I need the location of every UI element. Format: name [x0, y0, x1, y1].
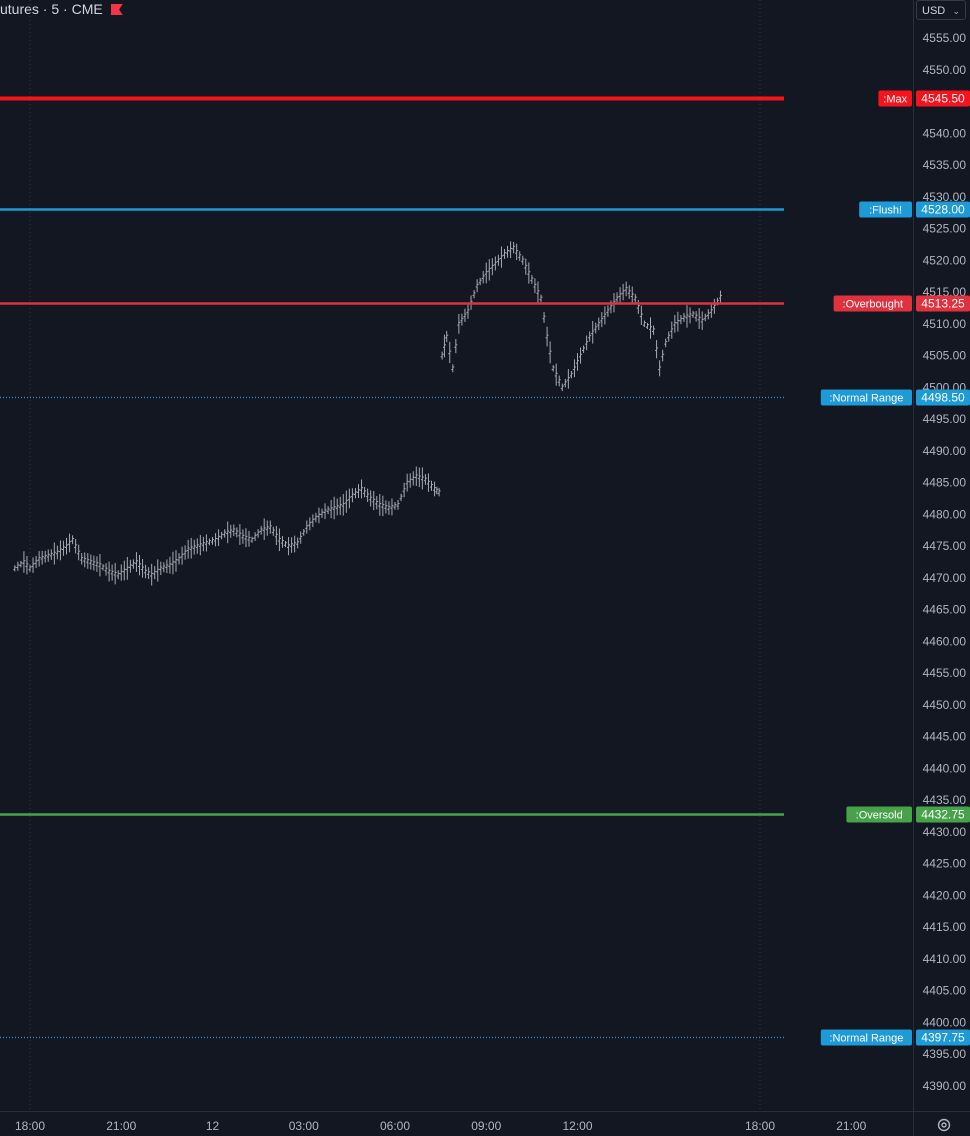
symbol-title-text: utures · 5 · CME	[0, 1, 103, 17]
level-price-label: 4397.75	[921, 1031, 965, 1045]
y-tick-label: 4465.00	[923, 603, 967, 617]
y-tick-label: 4530.00	[923, 190, 967, 204]
level-price-label: 4432.75	[921, 808, 965, 822]
x-tick-label: 18:00	[745, 1119, 775, 1133]
y-tick-label: 4470.00	[923, 571, 967, 585]
y-tick-label: 4425.00	[923, 857, 967, 871]
y-tick-label: 4400.00	[923, 1015, 967, 1029]
y-tick-label: 4455.00	[923, 666, 967, 680]
level-name-box	[820, 1029, 912, 1046]
level-price-label: 4498.50	[921, 391, 965, 405]
y-tick-label: 4475.00	[923, 539, 967, 553]
y-tick-label: 4420.00	[923, 888, 967, 902]
y-tick-label: 4540.00	[923, 126, 967, 140]
level-name-label: :Flush!	[869, 205, 902, 217]
y-tick-label: 4505.00	[923, 349, 967, 363]
chevron-down-icon: ⌄	[952, 6, 960, 16]
gear-icon[interactable]	[935, 1116, 953, 1134]
x-tick-label: 06:00	[380, 1119, 410, 1133]
y-tick-label: 4445.00	[923, 730, 967, 744]
y-tick-label: 4390.00	[923, 1079, 967, 1093]
y-tick-label: 4490.00	[923, 444, 967, 458]
x-tick-label: 12:00	[562, 1119, 592, 1133]
y-tick-label: 4480.00	[923, 507, 967, 521]
y-tick-label: 4460.00	[923, 634, 967, 648]
level-price-box	[916, 806, 970, 823]
level-price-box	[916, 90, 970, 107]
y-tick-label: 4435.00	[923, 793, 967, 807]
symbol-title: utures · 5 · CME	[0, 1, 123, 17]
y-tick-label: 4430.00	[923, 825, 967, 839]
level-price-label: 4513.25	[921, 297, 965, 311]
level-price-label: 4545.50	[921, 92, 965, 106]
flag-icon[interactable]	[110, 4, 123, 15]
y-tick-label: 4405.00	[923, 984, 967, 998]
x-tick-label: 03:00	[289, 1119, 319, 1133]
y-tick-label: 4395.00	[923, 1047, 967, 1061]
y-tick-label: 4555.00	[923, 31, 967, 45]
level-name-label: :Overbought	[843, 299, 904, 311]
level-name-label: :Max	[883, 94, 907, 106]
level-name-label: :Normal Range	[829, 393, 903, 405]
x-tick-label: 21:00	[106, 1119, 136, 1133]
x-tick-label: 09:00	[471, 1119, 501, 1133]
y-tick-label: 4535.00	[923, 158, 967, 172]
level-name-label: :Oversold	[856, 810, 903, 822]
level-name-box	[846, 806, 912, 823]
y-tick-label: 4525.00	[923, 222, 967, 236]
y-tick-label: 4440.00	[923, 761, 967, 775]
y-tick-label: 4450.00	[923, 698, 967, 712]
y-tick-label: 4550.00	[923, 63, 967, 77]
y-tick-label: 4415.00	[923, 920, 967, 934]
level-name-box	[859, 201, 912, 218]
y-tick-label: 4495.00	[923, 412, 967, 426]
x-tick-label: 18:00	[15, 1119, 45, 1133]
currency-select[interactable]: USD ⌄	[916, 0, 966, 20]
y-tick-label: 4510.00	[923, 317, 967, 331]
y-tick-label: 4485.00	[923, 476, 967, 490]
level-price-box	[916, 1029, 970, 1046]
level-name-box	[820, 389, 912, 406]
y-tick-label: 4520.00	[923, 253, 967, 267]
x-tick-label: 12	[206, 1119, 220, 1133]
level-name-label: :Normal Range	[829, 1033, 903, 1045]
y-tick-label: 4410.00	[923, 952, 967, 966]
level-name-box	[833, 295, 912, 312]
level-price-box	[916, 201, 970, 218]
level-price-box	[916, 389, 970, 406]
currency-label: USD	[922, 5, 946, 17]
level-price-box	[916, 295, 970, 312]
level-price-label: 4528.00	[921, 203, 965, 217]
level-name-box	[878, 90, 912, 107]
x-tick-label: 21:00	[836, 1119, 866, 1133]
